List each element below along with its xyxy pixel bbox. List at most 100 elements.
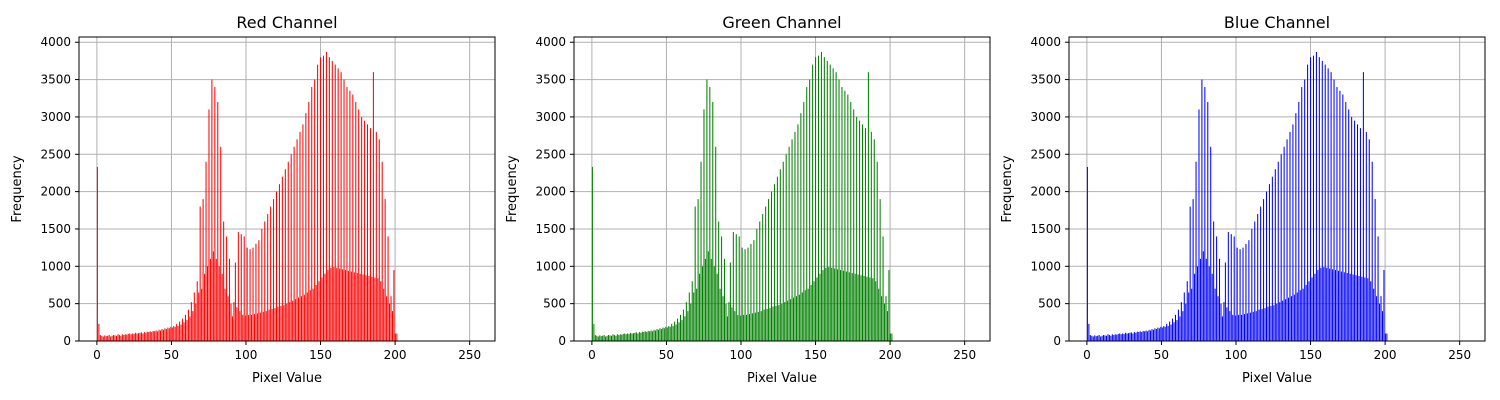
blue-bar-6 xyxy=(1095,336,1097,341)
red-bar-156 xyxy=(325,51,327,342)
green-bar-38 xyxy=(647,330,649,341)
green-bar-151 xyxy=(813,281,815,341)
blue-bar-197 xyxy=(1376,296,1378,341)
blue-bar-140 xyxy=(1292,124,1294,342)
red-bar-72 xyxy=(202,199,204,341)
blue-bar-23 xyxy=(1120,334,1122,341)
red-bar-57 xyxy=(180,324,182,341)
red-bar-38 xyxy=(152,330,154,341)
blue-bar-52 xyxy=(1163,326,1165,341)
green-bar-15 xyxy=(613,335,615,341)
green-xtick-label-5: 250 xyxy=(953,348,976,362)
green-ytick-label-7: 3500 xyxy=(535,73,566,87)
blue-bar-111 xyxy=(1249,312,1251,341)
red-bar-195 xyxy=(383,288,385,341)
green-bar-202 xyxy=(888,270,890,341)
blue-bar-60 xyxy=(1174,314,1177,341)
green-bar-93 xyxy=(728,302,730,341)
green-xtick-label-1: 50 xyxy=(659,348,674,362)
blue-bar-115 xyxy=(1255,311,1257,341)
red-bar-79 xyxy=(212,251,214,341)
green-bar-37 xyxy=(646,332,648,341)
blue-bar-96 xyxy=(1227,231,1229,341)
red-bar-2 xyxy=(99,335,101,341)
blue-bar-112 xyxy=(1251,228,1253,341)
blue-bar-204 xyxy=(1386,333,1388,341)
red-bar-17 xyxy=(121,334,123,341)
red-bar-64 xyxy=(190,302,192,341)
red-bar-46 xyxy=(164,328,166,341)
blue-bar-69 xyxy=(1188,292,1190,341)
blue-bar-80 xyxy=(1204,87,1206,342)
green-bar-152 xyxy=(815,57,817,341)
blue-bar-78 xyxy=(1201,79,1203,341)
green-bar-185 xyxy=(863,276,865,341)
red-ytick-label-5: 2500 xyxy=(40,147,71,161)
blue-bar-175 xyxy=(1343,272,1345,341)
green-bar-98 xyxy=(735,234,737,341)
red-bar-160 xyxy=(331,60,333,341)
red-bar-67 xyxy=(195,303,197,341)
red-bar-178 xyxy=(358,109,360,341)
green-bar-190 xyxy=(870,131,872,341)
blue-ytick-label-4: 2000 xyxy=(1030,185,1061,199)
green-bar-149 xyxy=(810,284,812,341)
green-bar-32 xyxy=(638,332,640,341)
red-bar-43 xyxy=(160,330,162,341)
blue-bar-26 xyxy=(1125,332,1127,341)
green-bar-136 xyxy=(791,139,793,341)
blue-bar-179 xyxy=(1349,273,1351,341)
green-bar-30 xyxy=(635,332,637,341)
red-bar-30 xyxy=(140,332,142,341)
green-bar-154 xyxy=(817,55,819,341)
green-bar-181 xyxy=(857,274,859,341)
blue-bar-65 xyxy=(1182,311,1184,341)
green-bar-96 xyxy=(732,231,734,341)
red-bar-61 xyxy=(186,320,188,341)
blue-bar-153 xyxy=(1311,277,1313,341)
green-bar-92 xyxy=(726,316,728,341)
blue-bar-91 xyxy=(1220,303,1222,341)
green-bar-45 xyxy=(657,329,659,341)
blue-bar-31 xyxy=(1132,333,1134,341)
blue-bar-8 xyxy=(1098,335,1100,341)
red-bar-99 xyxy=(242,314,244,341)
green-bar-34 xyxy=(641,331,643,341)
green-bar-153 xyxy=(816,277,818,341)
blue-bar-30 xyxy=(1130,332,1132,341)
blue-bar-188 xyxy=(1362,72,1364,341)
green-bar-193 xyxy=(875,281,877,341)
blue-bar-7 xyxy=(1097,335,1099,341)
red-bar-203 xyxy=(394,333,396,341)
red-bar-139 xyxy=(300,296,302,341)
blue-bar-46 xyxy=(1154,328,1156,341)
blue-bar-98 xyxy=(1230,234,1232,341)
blue-bar-48 xyxy=(1157,327,1159,341)
red-bar-5 xyxy=(104,335,106,341)
blue-bar-163 xyxy=(1326,267,1328,341)
blue-bar-61 xyxy=(1176,320,1178,341)
red-bar-93 xyxy=(233,302,235,341)
red-bar-169 xyxy=(344,270,347,341)
blue-bar-36 xyxy=(1139,331,1141,341)
blue-bar-24 xyxy=(1122,333,1124,341)
red-bar-121 xyxy=(274,308,276,341)
red-bar-131 xyxy=(289,302,291,341)
green-bar-196 xyxy=(879,199,881,341)
red-bar-151 xyxy=(318,281,320,341)
blue-bar-122 xyxy=(1265,191,1268,341)
blue-bar-170 xyxy=(1336,87,1338,342)
blue-bar-67 xyxy=(1185,303,1187,341)
green-y-axis-label: Frequency xyxy=(505,155,520,222)
blue-bar-32 xyxy=(1133,332,1135,341)
green-bar-147 xyxy=(807,288,809,341)
red-bar-128 xyxy=(284,169,286,341)
red-bar-50 xyxy=(170,326,172,341)
blue-bar-76 xyxy=(1198,109,1200,341)
blue-bar-10 xyxy=(1101,335,1103,341)
blue-bar-157 xyxy=(1317,270,1319,341)
blue-bar-13 xyxy=(1105,335,1108,341)
red-bar-105 xyxy=(251,314,253,341)
green-bar-167 xyxy=(837,269,839,341)
